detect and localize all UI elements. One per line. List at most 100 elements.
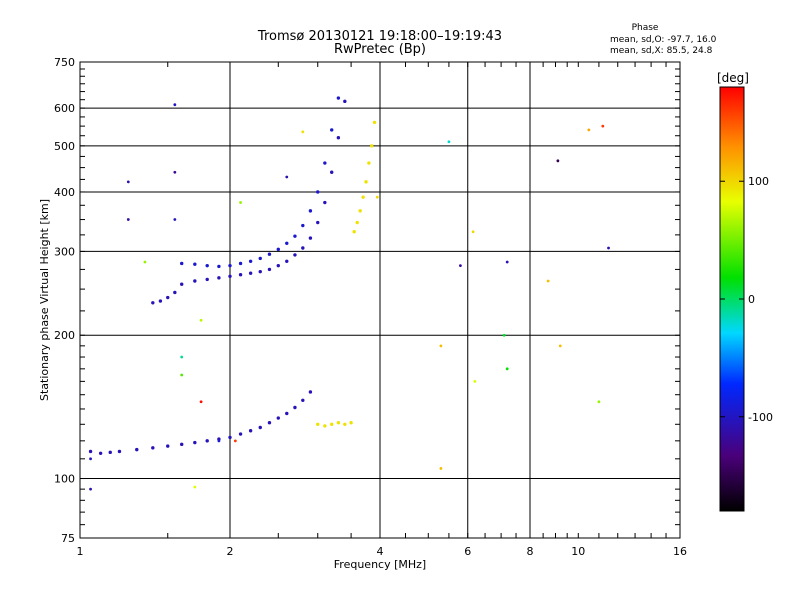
trace-point	[330, 170, 334, 174]
trace-point	[180, 261, 184, 266]
noise-point	[447, 140, 451, 144]
trace-point	[323, 161, 327, 165]
trace-point	[301, 223, 305, 228]
trace-point	[293, 405, 297, 410]
colorbar-tick-label: 0	[748, 293, 755, 306]
trace-point	[308, 236, 313, 240]
trace-point	[238, 432, 243, 436]
noise-point	[502, 333, 506, 337]
trace-point	[248, 429, 253, 433]
y-tick-label: 100	[54, 473, 75, 486]
noise-point	[597, 400, 601, 404]
noise-point	[556, 159, 560, 163]
trace-point	[267, 421, 272, 425]
trace-point	[336, 136, 341, 140]
trace-point	[372, 120, 377, 125]
trace-point	[330, 422, 334, 426]
noise-point	[587, 128, 591, 132]
phase-stats-box: Phase mean, sd,O: -97.7, 16.0 mean, sd,X…	[610, 23, 717, 56]
colorbar-label: [deg]	[717, 71, 749, 85]
trace-point	[88, 449, 93, 454]
trace-point	[166, 295, 170, 300]
chart-subtitle: RwPretec (Bp)	[334, 42, 426, 57]
plot-area: 1 2 4 6 8 10 16 75 100 200 300 400 500 600 750 Frequenc…	[38, 56, 687, 571]
phase-x-stats: mean, sd,X: 85.5, 24.8	[610, 46, 713, 56]
y-axis-label: Stationary phase Virtual Height [km]	[38, 199, 51, 401]
trace-point	[180, 442, 184, 447]
trace-point	[316, 220, 320, 225]
trace-point	[258, 269, 262, 274]
trace-point	[193, 262, 197, 266]
trace-point	[276, 416, 280, 420]
trace-point	[323, 424, 327, 428]
noise-point	[439, 467, 443, 470]
trace-point	[248, 259, 253, 263]
colorbar: [deg] 100 0 -100	[717, 71, 773, 512]
trace-point	[180, 282, 184, 286]
trace-point	[166, 444, 170, 448]
trace-point	[258, 256, 262, 261]
noise-point	[126, 180, 130, 184]
y-tick-label: 300	[54, 245, 75, 258]
trace-point	[349, 421, 353, 425]
trace-point	[217, 264, 221, 269]
trace-point	[276, 247, 280, 252]
noise-point	[471, 230, 475, 234]
trace-point	[343, 99, 347, 104]
trace-point	[343, 422, 347, 426]
noise-point	[607, 246, 610, 250]
noise-point	[505, 260, 509, 264]
x-tick-label: 4	[377, 545, 384, 558]
noise-point	[375, 195, 379, 199]
trace-point	[364, 180, 368, 184]
trace-point	[336, 96, 341, 100]
noise-point	[126, 218, 130, 221]
trace-point	[361, 195, 365, 199]
colorbar-tick-label: 100	[748, 175, 769, 188]
noise-point	[143, 260, 147, 264]
trace-point	[158, 299, 163, 303]
noise-point	[505, 367, 509, 371]
trace-point	[308, 209, 313, 213]
trace-point	[193, 279, 197, 283]
noise-point	[89, 487, 92, 491]
trace-point	[248, 271, 253, 275]
noise-point	[180, 355, 184, 359]
trace-point	[193, 440, 197, 445]
noise-point	[239, 201, 242, 204]
x-tick-label: 2	[227, 545, 234, 558]
trace-point	[205, 277, 209, 282]
trace-point	[358, 209, 362, 213]
noise-point	[233, 439, 237, 443]
trace-point	[276, 263, 280, 268]
y-tick-label: 500	[54, 140, 75, 153]
trace-point	[285, 259, 289, 263]
trace-point	[330, 128, 334, 132]
trace-point	[316, 422, 320, 426]
trace-point	[355, 220, 359, 225]
noise-point	[193, 485, 197, 489]
trace-point	[108, 450, 112, 455]
noise-point	[459, 264, 462, 268]
x-axis-label: Frequency [MHz]	[334, 558, 426, 571]
noise-point	[173, 218, 177, 221]
trace-point	[285, 241, 289, 246]
x-tick-label: 6	[464, 545, 471, 558]
trace-point	[308, 390, 313, 394]
phase-o-stats: mean, sd,O: -97.7, 16.0	[610, 35, 717, 45]
noise-point	[546, 279, 550, 283]
y-tick-label: 400	[54, 186, 75, 199]
noise-point	[285, 175, 289, 179]
chart-title: Tromsø 20130121 19:18:00–19:19:43	[257, 29, 502, 44]
noise-point	[473, 379, 477, 383]
trace-point	[258, 425, 262, 430]
noise-point	[89, 457, 92, 461]
trace-point	[98, 451, 103, 455]
trace-point	[228, 263, 232, 268]
trace-point	[173, 290, 177, 295]
noise-point	[180, 373, 184, 377]
trace-point	[267, 252, 272, 256]
noise-point	[173, 103, 177, 107]
noise-point	[199, 400, 203, 404]
